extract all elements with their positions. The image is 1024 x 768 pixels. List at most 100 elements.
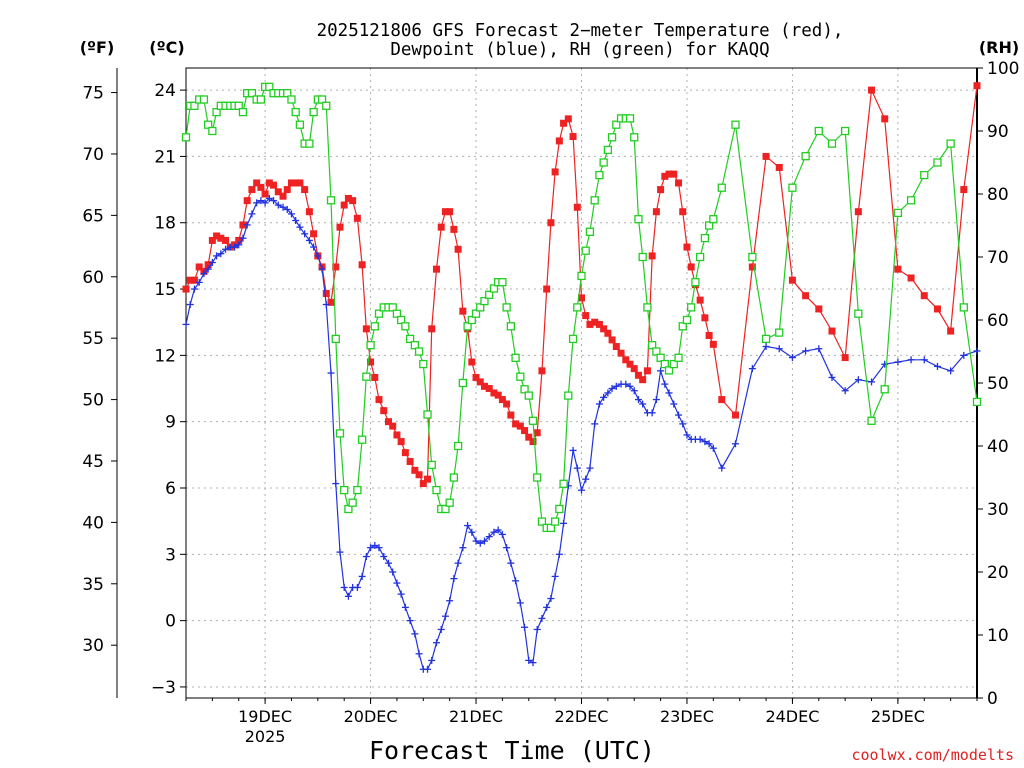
dewpoint-point [301, 230, 309, 238]
temperature-point [283, 186, 291, 194]
rh-point [199, 95, 209, 104]
celsius-tick-label: 24 [154, 81, 176, 101]
rh-point [326, 196, 336, 205]
dewpoint-point [327, 369, 335, 377]
dewpoint-point [292, 217, 300, 225]
temperature-point [235, 236, 243, 244]
rh-point [295, 120, 305, 129]
rh-point [559, 479, 568, 488]
dewpoint-point [626, 382, 634, 390]
dewpoint-point [538, 614, 546, 622]
dewpoint-point [608, 385, 616, 393]
dewpoint-point [318, 265, 326, 273]
dewpoint-point [446, 597, 454, 605]
temperature-point [327, 298, 335, 306]
x-tick-label: 19DEC [238, 707, 292, 726]
rh-point [401, 322, 410, 331]
rh-point [366, 341, 375, 350]
temperature-point [186, 276, 194, 284]
temperature-point [428, 325, 436, 333]
dewpoint-point [591, 420, 599, 428]
temperature-point [622, 356, 630, 364]
celsius-tick-label: −3 [151, 678, 176, 698]
dewpoint-point [696, 435, 704, 443]
rh-point [344, 504, 353, 514]
x-tick-label: 23DEC [660, 707, 714, 726]
temperature-point [569, 133, 577, 141]
x-tick-label: 22DEC [555, 707, 609, 726]
temperature-point [472, 373, 480, 381]
temperature-point [490, 389, 498, 397]
temperature-point [551, 168, 559, 176]
rh-tick-label: 100 [987, 59, 1019, 79]
rh-point [533, 473, 542, 482]
dewpoint-point [868, 378, 876, 386]
dewpoint-point [675, 411, 683, 419]
rh-point [643, 303, 652, 312]
temperature-point [652, 208, 660, 216]
rh-point [537, 517, 547, 526]
rh-point [630, 133, 639, 142]
rh-point [775, 328, 784, 337]
rh-point [652, 347, 661, 356]
temperature-point [643, 367, 651, 375]
temperature-point [301, 186, 309, 194]
temperature-point [555, 137, 563, 145]
dewpoint-point [450, 575, 458, 583]
dewpoint-point [204, 265, 212, 273]
rh-point [419, 359, 428, 369]
temperature-point [270, 181, 278, 189]
rh-point [322, 101, 331, 110]
dewpoint-point [344, 592, 352, 600]
dewpoint-point [380, 553, 388, 561]
temperature-point [718, 396, 726, 404]
dewpoint-point [815, 345, 823, 353]
axes: 30 35 40 45 50 55 60 65 70 75 −3 0 3 6 9 12 15 18 21 24 0 10 2… [82, 59, 1019, 746]
temperature-point [815, 305, 823, 313]
dewpoint-point [762, 343, 770, 351]
rh-point [467, 315, 476, 325]
temperature-point [683, 243, 691, 251]
rh-point [181, 133, 191, 142]
temperature-point [748, 263, 756, 271]
temperature-point [701, 314, 709, 322]
fahrenheit-tick-label: 55 [82, 329, 104, 349]
temperature-point [454, 245, 462, 253]
temperature-point [564, 115, 572, 123]
rh-point [489, 284, 499, 293]
dewpoint-point [231, 243, 239, 251]
dewpoint-point [261, 199, 269, 207]
dewpoint-point [652, 396, 660, 404]
dewpoint-point [516, 599, 524, 607]
rh-point [564, 391, 573, 400]
x-axis-label: Forecast Time (UTC) [369, 736, 655, 765]
rh-point [648, 341, 657, 350]
dewpoint-point [604, 389, 612, 397]
temperature-point [538, 367, 546, 375]
dewpoint-point [257, 197, 265, 205]
rh-point [480, 296, 489, 306]
dewpoint-point [274, 201, 282, 209]
temperature-point [257, 183, 265, 191]
temperature-point [920, 292, 928, 300]
temperature-point [560, 119, 568, 127]
dewpoint-point [503, 544, 511, 552]
fahrenheit-tick-label: 65 [82, 206, 104, 226]
temperature-point [265, 179, 273, 187]
temperature-point [419, 480, 427, 488]
dewpoint-point [828, 373, 836, 381]
dewpoint-point [186, 301, 194, 309]
dewpoint-point [217, 250, 225, 258]
temperature-point [802, 292, 810, 300]
temperature-point [881, 115, 889, 123]
dewpoint-point [933, 362, 941, 370]
temperature-point [960, 186, 968, 194]
rh-point [317, 95, 327, 104]
dewpoint-point [340, 583, 348, 591]
dewpoint-point [485, 533, 493, 541]
rh-point [309, 107, 318, 117]
chart-title-line-2: Dewpoint (blue), RH (green) for KAQQ [390, 40, 769, 60]
rh-point [709, 215, 718, 224]
rh-point [458, 378, 468, 388]
rh-point [524, 391, 533, 400]
